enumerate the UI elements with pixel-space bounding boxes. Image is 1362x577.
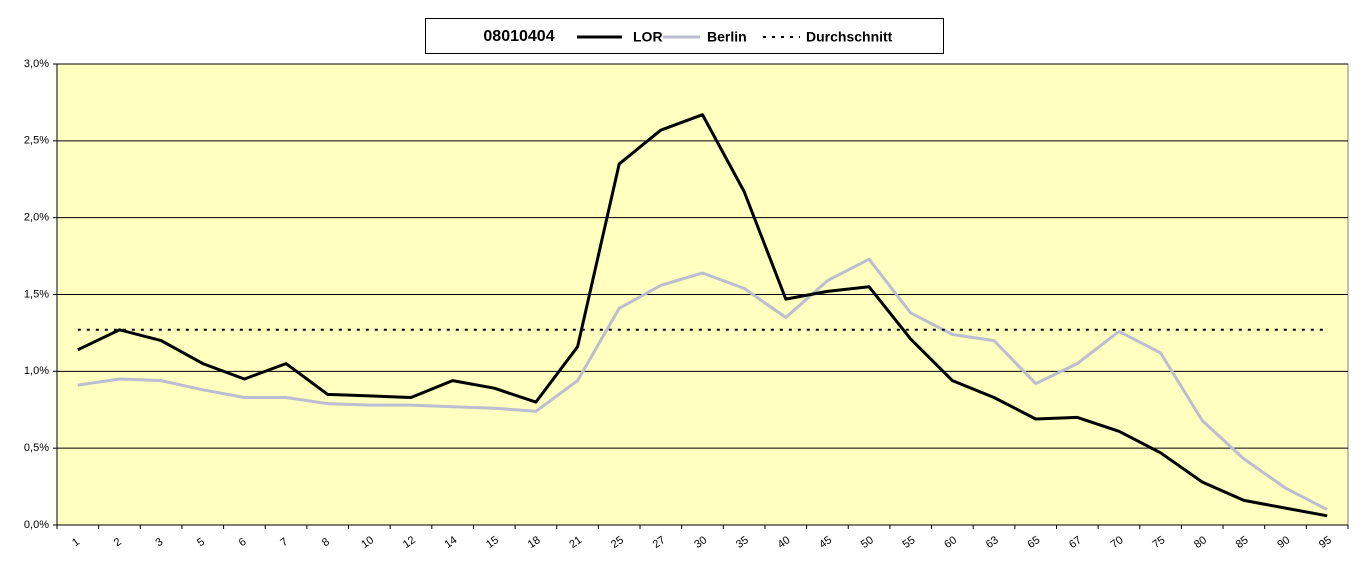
x-tick-label: 7: [278, 536, 290, 549]
x-tick-label: 2: [112, 536, 124, 549]
x-tick-label: 6: [237, 536, 249, 549]
legend-label: Durchschnitt: [806, 29, 893, 45]
x-tick-label: 45: [817, 534, 834, 551]
x-tick-label: 15: [484, 534, 501, 551]
x-tick-label: 90: [1275, 534, 1292, 551]
x-tick-label: 35: [734, 534, 751, 551]
y-tick-label: 1,5%: [24, 288, 49, 300]
x-tick-label: 18: [526, 534, 543, 551]
legend-label: LOR: [633, 29, 663, 45]
x-tick-label: 1: [70, 536, 82, 549]
x-tick-label: 55: [901, 534, 918, 551]
y-tick-label: 3,0%: [24, 58, 49, 70]
x-tick-label: 65: [1025, 534, 1042, 551]
x-tick-label: 27: [651, 534, 668, 551]
x-tick-label: 25: [609, 534, 626, 551]
x-tick-label: 10: [359, 534, 376, 551]
series-line: [77, 113, 1328, 518]
x-tick-label: 80: [1192, 534, 1209, 551]
y-tick-label: 0,0%: [24, 519, 49, 531]
x-tick-label: 60: [942, 534, 959, 551]
y-tick-label: 2,0%: [24, 212, 49, 224]
x-tick-label: 12: [401, 534, 418, 551]
x-tick-label: 3: [153, 536, 165, 549]
x-tick-label: 30: [692, 534, 709, 551]
x-tick-label: 14: [442, 534, 459, 551]
series-line: [77, 257, 1328, 511]
x-tick-label: 85: [1234, 534, 1251, 551]
x-tick-label: 63: [984, 534, 1001, 551]
x-tick-label: 95: [1317, 534, 1334, 551]
x-tick-label: 21: [567, 534, 584, 551]
y-tick-label: 1,0%: [24, 365, 49, 377]
x-tick-label: 5: [195, 536, 207, 549]
y-tick-label: 0,5%: [24, 442, 49, 454]
x-tick-label: 50: [859, 534, 876, 551]
x-tick-label: 75: [1150, 534, 1167, 551]
x-tick-label: 67: [1067, 534, 1084, 551]
x-tick-label: 40: [776, 534, 793, 551]
x-tick-label: 70: [1109, 534, 1126, 551]
y-tick-label: 2,5%: [24, 135, 49, 147]
chart-title: 08010404: [483, 28, 554, 45]
x-tick-label: 8: [320, 536, 332, 549]
legend-label: Berlin: [707, 29, 747, 45]
